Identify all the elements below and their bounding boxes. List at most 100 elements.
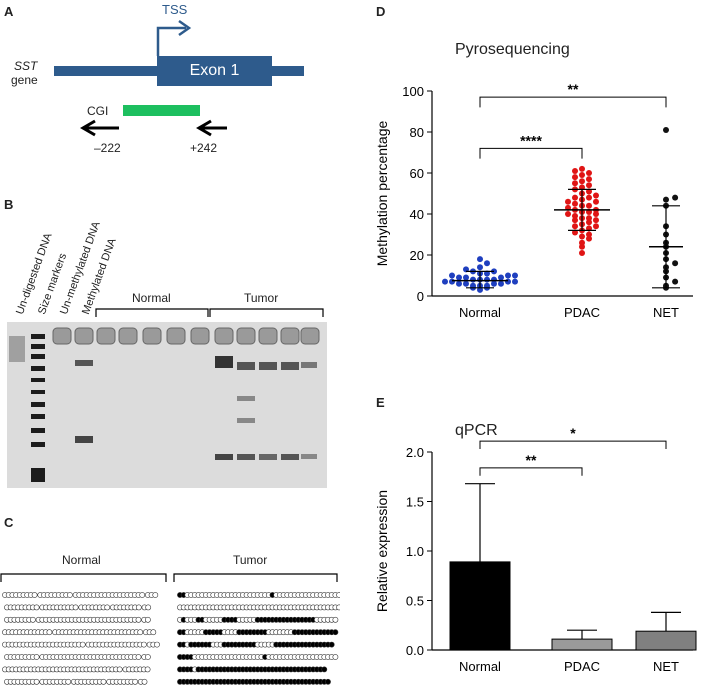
scatter-point	[572, 217, 578, 224]
unmethylated-cpg-dot	[31, 592, 38, 598]
gel-tumor-label: Tumor	[244, 291, 279, 305]
panel-a-letter: A	[4, 4, 14, 19]
bar	[635, 630, 697, 651]
scatter-point	[512, 278, 518, 285]
scatter-point	[565, 198, 571, 205]
unmethylated-cpg-dot	[336, 592, 340, 598]
unmethylated-cpg-dot	[67, 592, 73, 598]
chart-d-title: Pyrosequencing	[455, 41, 570, 58]
scatter-point	[586, 219, 592, 226]
unmethylated-cpg-dot	[140, 641, 147, 648]
sig-bracket	[479, 96, 667, 108]
scatter-point	[572, 200, 578, 207]
scatter-point	[449, 272, 455, 279]
unmethylated-cpg-dot	[145, 604, 152, 611]
scatter-point	[579, 243, 585, 250]
scatter-point	[463, 280, 469, 287]
gene-word: gene	[11, 73, 38, 87]
scatter-point	[593, 217, 599, 224]
x-category-label: PDAC	[564, 659, 600, 674]
unmethylated-cpg-dot	[144, 654, 151, 660]
scatter-point	[565, 211, 571, 217]
scatter-point	[593, 198, 599, 205]
scatter-point	[470, 276, 476, 283]
cgi-label: CGI	[87, 104, 109, 118]
tumor-cpg-dots	[177, 592, 340, 685]
sig-label: ****	[520, 132, 542, 148]
scatter-point	[579, 233, 585, 240]
methylated-cpg-dot	[328, 641, 335, 648]
sig-label: **	[568, 81, 579, 97]
unmethylated-cpg-dot	[100, 678, 107, 685]
gene-name: SST	[14, 59, 38, 73]
scatter-point	[449, 278, 455, 285]
bisulfite-normal-label: Normal	[62, 553, 101, 567]
gel-image	[7, 322, 327, 488]
x-category-label: Normal	[459, 659, 501, 674]
primer-right-label: +242	[190, 141, 218, 155]
unmethylated-cpg-dot	[65, 678, 72, 685]
y-tick-label: 1.0	[406, 544, 424, 559]
sig-bracket	[479, 440, 667, 450]
unmethylated-cpg-dot	[30, 616, 36, 623]
size-marker-ladder	[31, 334, 45, 482]
exon-label: Exon 1	[189, 62, 240, 79]
scatter-point	[586, 235, 592, 242]
pyrosequencing-chart: Pyrosequencing 0 20 40 60 80 100 Methylation pe…	[374, 41, 693, 320]
tss-label: TSS	[162, 2, 188, 17]
scatter-point	[663, 126, 669, 133]
scatter-point	[593, 192, 599, 199]
scatter-point	[572, 194, 578, 201]
unmethylated-cpg-dot	[152, 592, 159, 598]
unmethylated-cpg-dot	[135, 616, 142, 623]
scatter-point	[579, 178, 585, 185]
unmethylated-cpg-dot	[332, 616, 339, 623]
scatter-point	[572, 174, 578, 181]
cgi-bar	[123, 105, 200, 116]
primer-left-arrow-icon	[80, 119, 119, 137]
chart-e-title: qPCR	[455, 422, 498, 439]
scatter-point	[672, 194, 679, 201]
bisulfite-tumor-label: Tumor	[233, 553, 268, 567]
bar	[449, 561, 511, 651]
unmethylated-cpg-dot	[336, 604, 340, 611]
primer-left-label: –222	[94, 141, 121, 155]
scatter-point	[498, 280, 504, 287]
sig-bracket	[479, 467, 583, 476]
scatter-point	[456, 274, 462, 281]
panel-e-letter: E	[376, 395, 385, 410]
unmethylated-cpg-dot	[154, 641, 160, 648]
scatter-point	[442, 278, 448, 285]
unmethylated-cpg-dot	[33, 678, 40, 685]
y-tick-label: 100	[402, 84, 424, 99]
unmethylated-cpg-dot	[72, 604, 79, 611]
scatter-point	[512, 272, 518, 279]
scatter-point	[593, 211, 599, 217]
x-category-label: PDAC	[564, 305, 600, 320]
scatter-point	[572, 223, 578, 230]
unmethylated-cpg-dot	[46, 629, 53, 636]
unmethylated-cpg-dot	[137, 629, 144, 636]
sig-label: *	[570, 425, 576, 441]
scatter-point	[491, 276, 497, 283]
unmethylated-cpg-dot	[132, 678, 138, 685]
unmethylated-cpg-dot	[141, 678, 148, 685]
sig-label: **	[526, 452, 537, 468]
scatter-point	[672, 260, 679, 267]
unmethylated-cpg-dot	[79, 641, 86, 648]
bisulfite-diagram	[0, 573, 340, 685]
qpcr-chart: qPCR 0.0 0.5 1.0 1.5 2.0 Relative expression No…	[374, 422, 697, 674]
scatter-point	[579, 239, 585, 246]
unmethylated-cpg-dot	[33, 604, 40, 611]
unmethylated-cpg-dot	[104, 604, 111, 611]
gel-brackets	[95, 308, 324, 317]
scatter-point	[586, 194, 592, 201]
scatter-point	[586, 182, 592, 189]
scatter-point	[579, 249, 585, 256]
y-tick-label: 2.0	[406, 445, 424, 460]
scatter-point	[586, 170, 592, 176]
panel-b-letter: B	[4, 197, 14, 212]
scatter-point	[586, 231, 592, 238]
y-tick-label: 0.0	[406, 643, 424, 658]
x-category-label: Normal	[459, 305, 501, 320]
